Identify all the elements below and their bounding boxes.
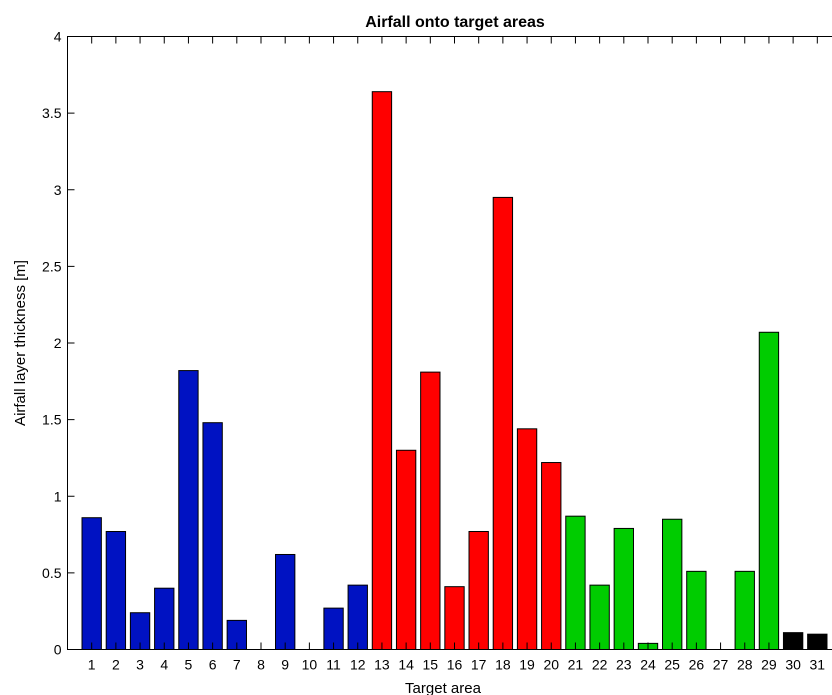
x-tick-label: 2 [112, 657, 120, 673]
bar-9 [275, 553, 296, 650]
x-axis-label: Target area [405, 680, 482, 695]
y-axis-label: Airfall layer thickness [m] [12, 260, 29, 426]
bar-29 [758, 331, 780, 650]
x-tick-label: 28 [737, 657, 753, 673]
x-tick-label: 19 [519, 657, 535, 673]
x-ticks-group: 1 2 3 4 5 6 7 8 9 10 11 12 13 14 15 16 17 18 19 20 21 22 23 24 2… [88, 36, 826, 673]
y-tick-label: 0.5 [42, 565, 62, 581]
x-tick-label: 21 [568, 657, 584, 673]
x-tick-label: 13 [374, 657, 390, 673]
x-tick-label: 22 [592, 657, 608, 673]
x-tick-label: 7 [233, 657, 241, 673]
bar-4 [154, 587, 175, 651]
bar-28 [734, 570, 755, 651]
x-tick-label: 3 [136, 657, 144, 673]
bar-23 [613, 527, 634, 650]
x-tick-label: 9 [281, 657, 289, 673]
x-tick-label: 11 [326, 657, 341, 673]
y-ticks-group: 0 0.5 1 1.5 2 2.5 3 3.5 4 [42, 29, 75, 658]
y-tick-label: 1 [54, 488, 62, 504]
bar-12 [347, 584, 368, 651]
bar-26 [686, 570, 707, 651]
x-tick-label: 1 [88, 657, 96, 673]
bar-2 [105, 530, 127, 650]
x-tick-label: 25 [664, 657, 680, 673]
bars-group [81, 91, 828, 651]
y-tick-label: 1.5 [42, 412, 62, 428]
bar-15 [420, 371, 441, 650]
bar-25 [662, 518, 683, 650]
x-tick-label: 16 [447, 657, 463, 673]
y-tick-label: 3 [54, 182, 62, 198]
x-tick-label: 31 [810, 657, 826, 673]
x-tick-label: 17 [471, 657, 487, 673]
chart-title: Airfall onto target areas [365, 14, 545, 31]
bar-22 [589, 584, 610, 651]
x-tick-label: 30 [785, 657, 801, 673]
x-tick-label: 23 [616, 657, 632, 673]
bar-21 [565, 515, 586, 650]
x-tick-label: 12 [350, 657, 366, 673]
bar-14 [395, 449, 417, 650]
x-tick-label: 4 [160, 657, 168, 673]
x-tick-label: 27 [713, 657, 729, 673]
bar-19 [516, 428, 538, 650]
x-tick-label: 24 [640, 657, 656, 673]
x-tick-label: 20 [543, 657, 559, 673]
x-tick-label: 18 [495, 657, 511, 673]
x-tick-label: 14 [398, 657, 414, 673]
bar-16 [444, 586, 465, 650]
bar-20 [541, 462, 562, 650]
x-tick-label: 5 [185, 657, 193, 673]
bar-6 [202, 422, 223, 650]
y-tick-label: 2.5 [42, 258, 62, 274]
bar-1 [81, 517, 102, 651]
x-tick-label: 8 [257, 657, 265, 673]
y-tick-label: 2 [54, 335, 62, 351]
x-tick-label: 29 [761, 657, 777, 673]
y-tick-label: 3.5 [42, 105, 62, 121]
y-tick-label: 0 [54, 642, 62, 658]
x-tick-label: 15 [423, 657, 439, 673]
x-tick-label: 10 [302, 657, 318, 673]
y-tick-label: 4 [54, 29, 62, 45]
bar-18 [492, 196, 514, 650]
x-tick-label: 26 [689, 657, 705, 673]
bar-13 [371, 91, 393, 651]
bar-17 [468, 530, 489, 650]
plot-frame [67, 36, 832, 650]
x-tick-label: 6 [209, 657, 217, 673]
bar-5 [178, 370, 199, 650]
